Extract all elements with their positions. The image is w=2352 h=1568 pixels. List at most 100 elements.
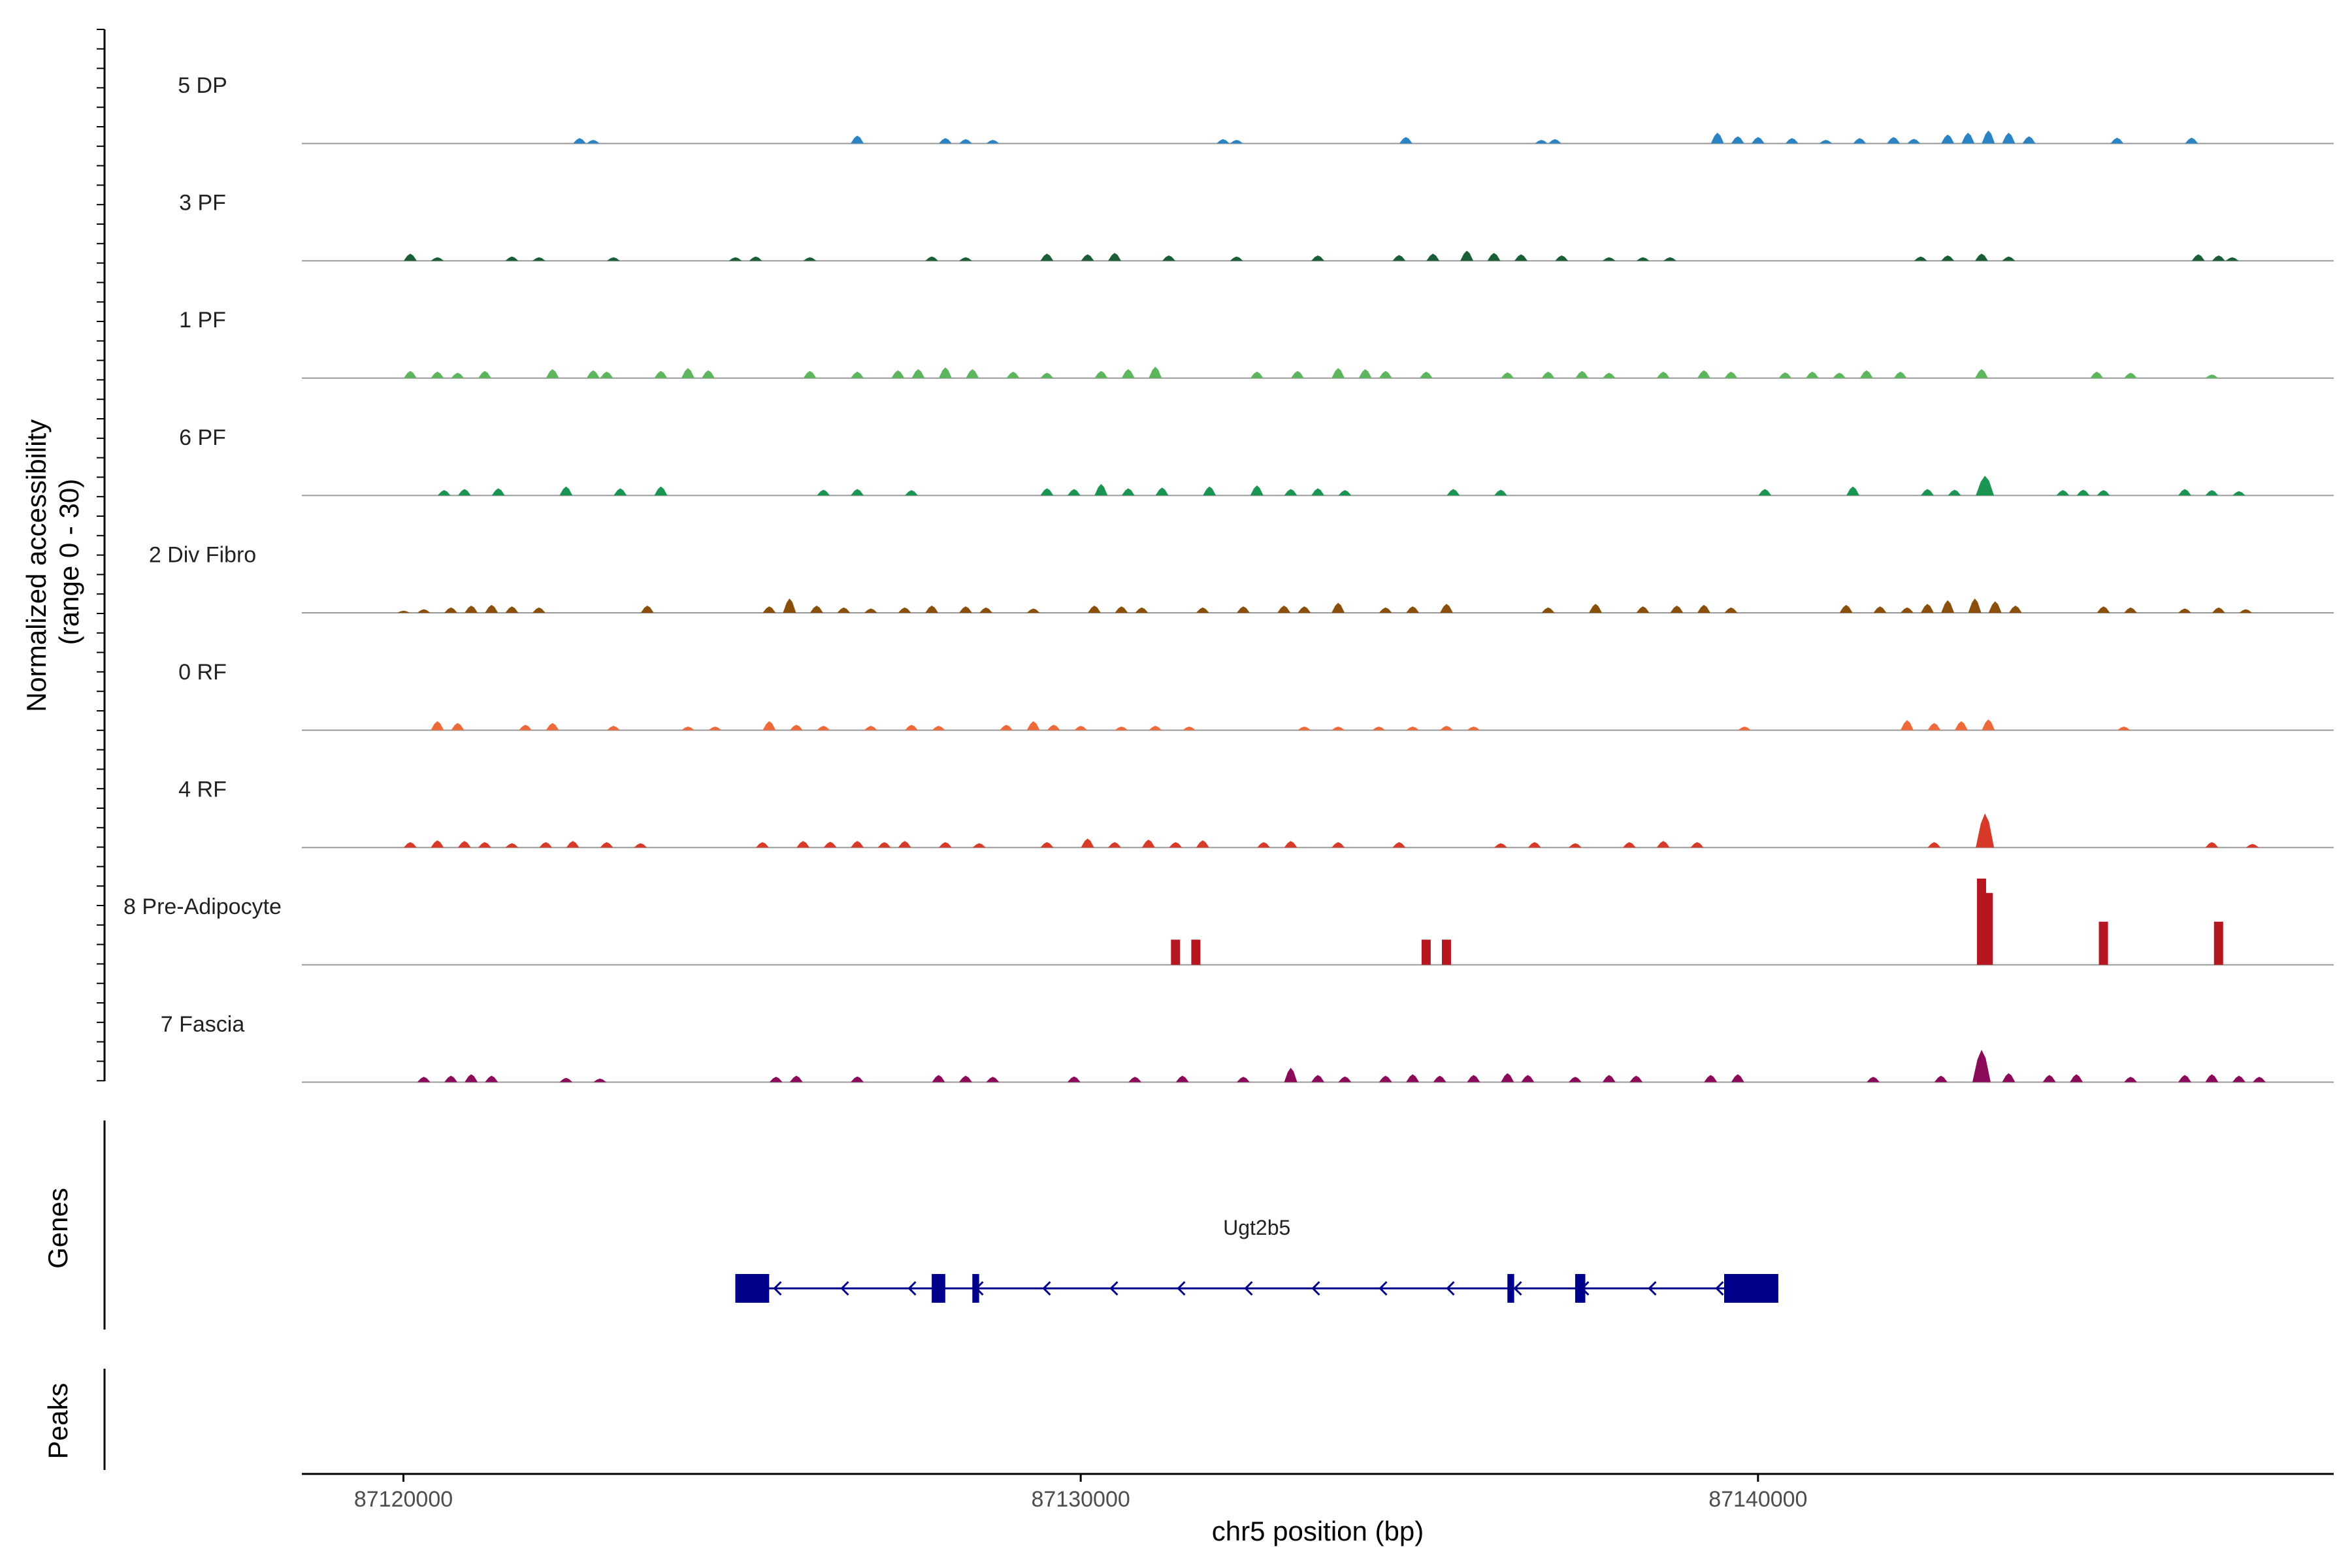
- coverage-peak: [2056, 490, 2070, 496]
- coverage-peak: [2212, 255, 2225, 261]
- coverage-peak: [1921, 489, 1934, 496]
- coverage-peak: [1026, 721, 1040, 730]
- coverage-peak: [789, 1075, 803, 1083]
- coverage-peak: [891, 370, 905, 378]
- coverage-peak: [1000, 725, 1013, 730]
- coverage-peak: [1115, 727, 1128, 730]
- coverage-peak: [532, 607, 546, 613]
- strand-arrow: [1042, 1281, 1051, 1296]
- coverage-peak: [898, 607, 911, 613]
- coverage-peak: [1541, 371, 1555, 378]
- coverage-peak: [1873, 606, 1887, 613]
- x-axis-tick-label: 87130000: [1032, 1487, 1130, 1512]
- coverage-peak: [986, 1077, 1000, 1083]
- coverage-peak: [1846, 486, 1859, 496]
- track-label: 1 PF: [179, 308, 226, 333]
- coverage-peak: [600, 371, 613, 378]
- coverage-peak: [1439, 726, 1453, 730]
- coverage-peak: [1338, 490, 1352, 496]
- coverage-peak: [1196, 607, 1209, 613]
- coverage-peak: [431, 371, 444, 378]
- coverage-peak: [755, 841, 769, 848]
- coverage-peak: [1982, 130, 1995, 144]
- coverage-peak: [1893, 371, 1907, 378]
- coverage-peak: [485, 1075, 498, 1083]
- coverage-peak: [403, 253, 417, 261]
- coverage-peak: [864, 726, 877, 730]
- strand-arrow: [1648, 1281, 1657, 1296]
- coverage-peak: [1575, 370, 1589, 378]
- coverage-peak: [1819, 140, 1833, 144]
- coverage-peak: [1984, 892, 1993, 965]
- strand-arrow: [1311, 1281, 1320, 1296]
- track-label: 7 Fascia: [161, 1012, 245, 1037]
- coverage-peak: [1298, 606, 1311, 613]
- coverage-peak: [1629, 1075, 1643, 1083]
- gene-name-label: Ugt2b5: [1223, 1216, 1290, 1239]
- coverage-peak: [823, 841, 837, 848]
- coverage-peak: [2099, 921, 2108, 965]
- coverage-peak: [938, 138, 952, 144]
- coverage-peak: [966, 369, 979, 378]
- coverage-peak: [1006, 371, 1020, 378]
- coverage-peak: [1141, 840, 1155, 848]
- coverage-peak: [505, 256, 519, 261]
- coverage-peak: [938, 367, 952, 378]
- coverage-peak: [938, 841, 952, 848]
- track-8-pre-adipocyte: 8 Pre-Adipocyte: [123, 878, 2334, 966]
- coverage-peak: [1521, 1075, 1535, 1083]
- coverage-peak: [783, 598, 796, 613]
- coverage-peak: [573, 138, 587, 144]
- coverage-peak: [1785, 138, 1799, 144]
- coverage-peak: [1284, 489, 1298, 496]
- coverage-peak: [1081, 838, 1094, 848]
- coverage-peak: [932, 1075, 945, 1083]
- coverage-peak: [1128, 1077, 1142, 1083]
- coverage-peak: [1670, 606, 1684, 613]
- coverage-peak: [1907, 139, 1921, 144]
- coverage-peak: [1724, 371, 1738, 378]
- track-2-div-fibro: 2 Div Fibro: [149, 542, 2334, 613]
- coverage-peak: [1040, 372, 1054, 378]
- coverage-peak: [505, 843, 519, 848]
- coverage-peak: [1494, 489, 1507, 496]
- coverage-peak: [1433, 1075, 1446, 1083]
- coverage-peak: [1421, 939, 1431, 965]
- coverage-tracks: 5 DP 3 PF 1 PF 6 PF 2 Div Fibro 0 RF 4 RF 8 Pre…: [123, 73, 2334, 1083]
- coverage-peak: [1392, 841, 1406, 848]
- track-1-pf: 1 PF: [179, 308, 2334, 379]
- coverage-peak: [728, 257, 742, 261]
- coverage-peak: [1602, 257, 1616, 261]
- coverage-peak: [2185, 137, 2198, 144]
- coverage-peak: [1805, 371, 1819, 378]
- x-axis-tick-label: 87140000: [1708, 1487, 1807, 1512]
- strand-arrow: [840, 1281, 849, 1296]
- coverage-peak: [1284, 841, 1298, 848]
- coverage-peak: [431, 257, 444, 261]
- gene-layer: Ugt2b5: [735, 1216, 1778, 1303]
- coverage-peak: [1731, 1074, 1744, 1083]
- coverage-peak: [2213, 921, 2223, 965]
- coverage-peak: [2124, 607, 2137, 613]
- coverage-peak: [485, 604, 498, 613]
- coverage-peak: [437, 490, 451, 496]
- coverage-peak: [1257, 841, 1271, 848]
- coverage-peak: [1277, 606, 1291, 613]
- coverage-peak: [465, 1074, 478, 1083]
- coverage-peak: [593, 1078, 607, 1083]
- coverage-peak: [1663, 257, 1677, 261]
- coverage-peak: [613, 488, 627, 496]
- coverage-peak: [397, 610, 410, 613]
- coverage-peak: [403, 370, 417, 378]
- strand-arrow: [1379, 1281, 1388, 1296]
- coverage-peak: [2252, 1077, 2266, 1083]
- coverage-peak: [1379, 607, 1392, 613]
- coverage-peak: [600, 841, 613, 848]
- coverage-peak: [532, 257, 546, 261]
- coverage-peak: [972, 843, 986, 848]
- coverage-peak: [681, 368, 694, 378]
- coverage-peak: [1636, 257, 1650, 261]
- coverage-peak: [911, 369, 925, 378]
- y-axis-title: Normalized accessibility (range 0 - 30): [21, 412, 84, 712]
- coverage-peak: [1758, 489, 1772, 496]
